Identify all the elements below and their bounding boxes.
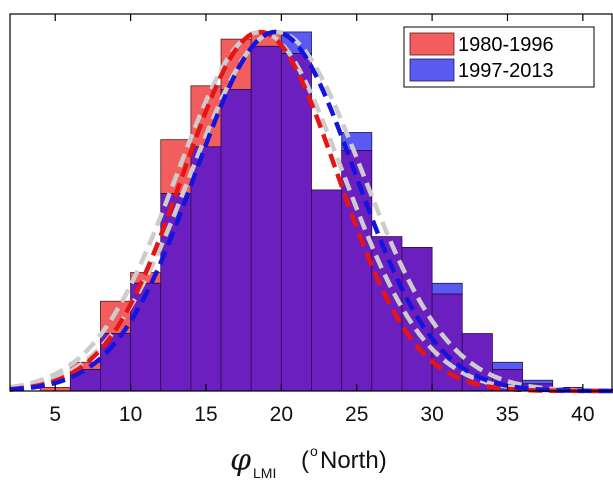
x-tick-label-20: 20	[270, 403, 293, 426]
bar-overlap-bin-6	[220, 89, 252, 392]
legend: 1980-1996 1997-2013	[403, 26, 595, 88]
bar-1997-2013-bin-13	[431, 282, 463, 295]
x-tick-label-25: 25	[345, 403, 368, 426]
x-tick-label-5: 5	[49, 403, 61, 426]
x-tick-label-15: 15	[194, 403, 217, 426]
x-tick-label-40: 40	[571, 403, 594, 426]
x-axis-label-unit-open: (	[301, 447, 309, 474]
x-tick-label-10: 10	[119, 403, 142, 426]
x-tick-label-35: 35	[496, 403, 519, 426]
legend-swatch-1980-1996	[409, 32, 455, 56]
bar-overlap-bin-9	[311, 189, 343, 392]
x-axis-label-unit-text: North)	[320, 447, 387, 474]
fit-curve-1980-1996-0	[9, 29, 613, 394]
overlap-bars	[69, 45, 584, 392]
bar-overlap-bin-5	[190, 146, 222, 392]
plot-frame	[9, 13, 613, 392]
bar-overlap-bin-8	[280, 53, 312, 392]
legend-label-1997-2013: 1997-2013	[458, 60, 554, 82]
x-tick-label-30: 30	[420, 403, 443, 426]
x-axis-label-subscript: LMI	[253, 465, 276, 480]
x-axis-label-symbol: φ	[230, 443, 251, 478]
legend-label-1980-1996: 1980-1996	[458, 34, 554, 56]
fit-curve-1997-2013-1	[9, 29, 613, 394]
bar-overlap-bin-10	[341, 150, 373, 392]
fit-curves	[9, 29, 613, 394]
bar-1997-2013-bin-16	[522, 379, 554, 385]
x-axis-label: φ LMI ( o North)	[230, 443, 387, 480]
legend-swatch-1997-2013	[409, 58, 455, 82]
x-axis-label-unit-sup: o	[310, 443, 318, 459]
bar-1997-2013-bin-15	[491, 361, 523, 370]
x-axis-tick-labels: 5 10 15 20 25 30 35 40	[49, 403, 594, 426]
bar-overlap-bin-7	[250, 45, 282, 392]
x-axis-ticks	[54, 14, 584, 391]
